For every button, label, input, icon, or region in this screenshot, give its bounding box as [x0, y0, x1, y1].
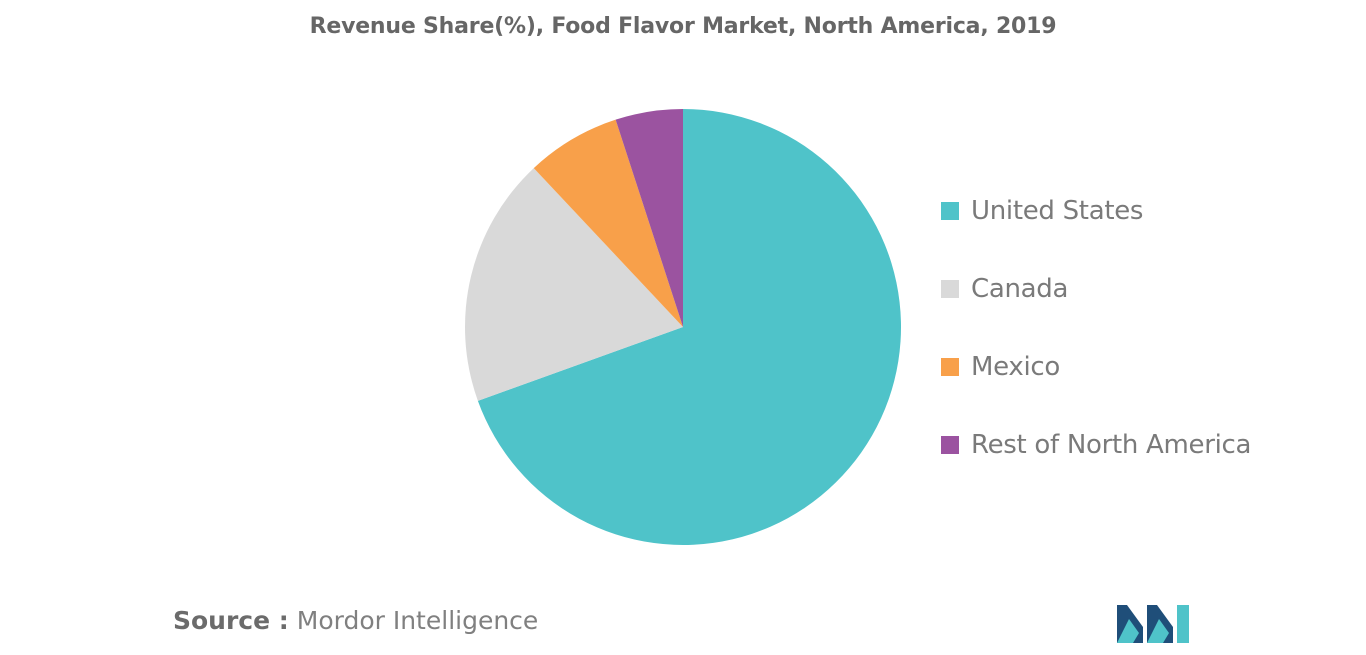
legend-item: United States [941, 193, 1143, 229]
legend-label: United States [971, 196, 1144, 226]
source-prefix: Source : [173, 606, 289, 635]
legend-item: Rest of North America [941, 427, 1251, 463]
legend-swatch [941, 436, 959, 454]
legend-swatch [941, 358, 959, 376]
pie-slice-united-states [477, 109, 902, 545]
legend-item: Mexico [941, 349, 1060, 385]
pie-slice-rest-of-north-america [615, 109, 683, 327]
source-text: Mordor Intelligence [296, 606, 539, 635]
legend-label: Mexico [971, 352, 1060, 382]
source-note: Source : Mordor Intelligence [173, 606, 538, 635]
legend-item: Canada [941, 271, 1068, 307]
legend-swatch [941, 202, 959, 220]
legend-label: Canada [971, 274, 1069, 304]
pie-slice-mexico [533, 119, 683, 327]
pie-slice-canada [465, 168, 683, 401]
chart-title: Revenue Share(%), Food Flavor Market, No… [309, 14, 1057, 39]
legend-label: Rest of North America [971, 430, 1252, 460]
legend-swatch [941, 280, 959, 298]
pie-slices [465, 109, 902, 545]
mordor-intelligence-logo-icon [1117, 605, 1189, 643]
